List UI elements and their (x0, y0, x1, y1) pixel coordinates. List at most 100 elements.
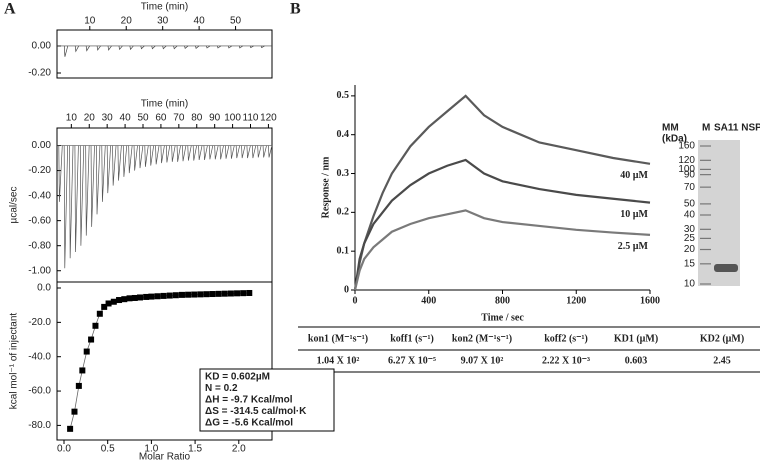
injection-peak (106, 145, 112, 194)
annotation: ΔH = -9.7 Kcal/mol (205, 395, 293, 406)
data-point (197, 291, 204, 298)
injection-peak (203, 145, 208, 160)
table-header: KD2 (µM) (700, 333, 744, 344)
injection-peak (235, 145, 241, 159)
injection-peak (217, 45, 222, 49)
data-point (105, 300, 112, 307)
data-point (185, 291, 192, 298)
annotation: ΔS = -314.5 cal/mol·K (205, 406, 307, 417)
injection-peak (151, 45, 156, 50)
x-tick-label: 30 (157, 16, 169, 27)
injection-peak (195, 45, 200, 50)
table-header: kon1 (M⁻¹s⁻¹) (308, 333, 368, 344)
table-cell: 9.07 X 10² (461, 355, 504, 366)
data-point (92, 322, 99, 329)
y-tick-label: -60.0 (28, 386, 51, 397)
marker-label: 10 (684, 279, 696, 290)
data-point (67, 425, 74, 432)
data-point (178, 291, 185, 298)
injection-peak (225, 145, 230, 159)
data-point (160, 292, 167, 299)
injection-peak (238, 45, 243, 49)
injection-peak (257, 145, 262, 158)
y-tick-label: -0.60 (28, 215, 51, 226)
data-point (227, 290, 234, 297)
injection-peak (187, 145, 192, 161)
data-point (137, 294, 144, 301)
injection-peak (74, 145, 79, 252)
marker-label: 40 (684, 210, 696, 221)
y-tick-label: 0.5 (337, 90, 350, 101)
table-cell: 6.27 X 10⁻⁵ (388, 355, 436, 366)
x-tick-label: 0 (353, 295, 358, 306)
injection-peak (112, 145, 117, 186)
x-tick-label: 120 (260, 113, 277, 124)
x-tick-label: 20 (121, 16, 133, 27)
injection-peak (118, 45, 123, 51)
injection-peak (198, 145, 203, 160)
injection-peak (162, 45, 167, 50)
y-tick-label: -0.40 (28, 190, 51, 201)
y-tick-label: -0.80 (28, 240, 51, 251)
injection-peak (133, 145, 138, 171)
table-header: KD1 (µM) (614, 333, 658, 344)
x-tick-label: 1600 (640, 295, 660, 306)
curve-label: 2.5 µM (618, 241, 649, 252)
panel-label: A (4, 1, 16, 18)
y-tick-label: 0.1 (337, 245, 350, 256)
injection-peak (140, 45, 145, 50)
table-header: koff2 (s⁻¹) (544, 333, 588, 344)
annotation: KD = 0.602µM (205, 372, 270, 383)
marker-label: 160 (678, 141, 695, 152)
x-tick-label: 60 (155, 113, 167, 124)
curve-label: 40 µM (620, 170, 648, 181)
data-point (96, 310, 103, 317)
injection-peak (184, 45, 189, 50)
x-tick-label: 10 (84, 16, 96, 27)
marker-label: 30 (684, 224, 696, 235)
x-tick-label: 2.0 (232, 444, 246, 455)
y-tick-label: -20.0 (28, 317, 51, 328)
data-point (191, 291, 198, 298)
data-point (131, 294, 138, 301)
data-point (203, 291, 210, 298)
injection-peak (241, 145, 246, 159)
x-tick-label: 30 (102, 113, 114, 124)
data-point (116, 297, 123, 304)
injection-peak (160, 145, 165, 164)
injection-peak (107, 45, 112, 51)
gel-background (698, 140, 740, 286)
injection-peak (79, 145, 85, 246)
marker-label: 70 (684, 182, 696, 193)
plot-frame (56, 29, 273, 79)
chart: 0 400 800 1200 1600 0 0.1 0.2 0.3 0.4 0.5 Time / se… (320, 85, 660, 323)
response-curve (353, 209, 651, 291)
injection-peak (230, 145, 235, 159)
chart: 10 20 30 40 50 0.00 -0.20 Time (min) (28, 2, 273, 79)
table-rules (298, 326, 760, 373)
injection-peak (129, 45, 134, 51)
data-point (83, 348, 90, 355)
x-tick-label: 10 (66, 113, 78, 124)
data-point (221, 290, 228, 297)
panel-label: B (290, 1, 301, 18)
injection-peak (63, 145, 69, 269)
gel (698, 140, 740, 286)
data-point (71, 408, 78, 415)
x-tick-label: 110 (243, 113, 259, 124)
data-point (234, 290, 241, 297)
data-point (75, 382, 82, 389)
data-point (79, 367, 86, 374)
injection-peak (96, 145, 101, 215)
annotation-box (199, 368, 335, 432)
response-curve (353, 94, 651, 291)
x-tick-label: 0.0 (57, 444, 71, 455)
table-cell: 2.45 (713, 355, 731, 366)
data-point (126, 295, 133, 302)
gel-mm-unit: (kDa) (662, 134, 687, 145)
annotation: N = 0.2 (205, 383, 238, 394)
y-tick-label: -1.00 (28, 265, 51, 276)
injection-peak (149, 145, 155, 166)
x-tick-label: 100 (224, 113, 241, 124)
